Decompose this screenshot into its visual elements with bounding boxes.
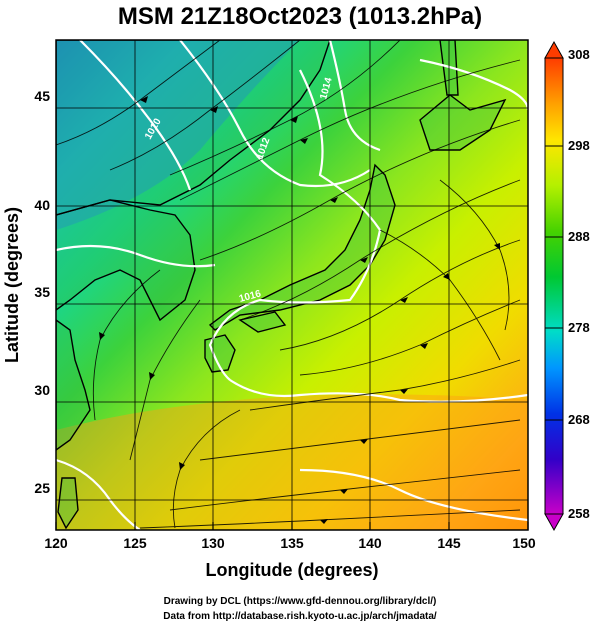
colorbar-label: 278 [568, 320, 590, 335]
colorbar: 308 298 288 278 268 258 [544, 40, 590, 532]
arrowhead [300, 138, 308, 144]
isobar [299, 468, 528, 522]
arrowhead [179, 462, 185, 470]
x-tick-marks [55, 522, 529, 530]
x-tick-label: 130 [201, 535, 225, 551]
colorbar-label: 268 [568, 412, 590, 427]
arrowhead [340, 489, 348, 494]
korean-peninsula [56, 199, 196, 322]
isobar [419, 58, 528, 111]
x-tick-label: 135 [280, 535, 304, 551]
coastlines [56, 40, 507, 530]
colorbar-label: 298 [568, 138, 590, 153]
asian-mainland [56, 40, 331, 216]
colorbar-tick-labels: 308 298 288 278 268 258 [568, 47, 590, 521]
colorbar-label: 308 [568, 47, 590, 62]
y-axis-label: Latitude (degrees) [2, 207, 22, 363]
streamline [239, 179, 521, 321]
arrowhead [360, 257, 368, 263]
streamline [179, 59, 521, 201]
y-tick-label: 45 [34, 88, 50, 104]
x-tick-label: 120 [44, 535, 68, 551]
arrowhead [400, 389, 408, 394]
arrowhead [320, 519, 328, 524]
x-tick-label: 140 [358, 535, 382, 551]
isobar [328, 40, 381, 152]
china-coast [56, 319, 91, 451]
x-tick-label: 125 [123, 535, 147, 551]
streamline [299, 299, 521, 376]
pressure-contours [56, 40, 528, 530]
credit-drawing: Drawing by DCL (https://www.gfd-dennou.o… [164, 596, 437, 607]
y-tick-label: 30 [34, 382, 50, 398]
colorbar-ticks [545, 145, 563, 421]
arrowhead [400, 297, 408, 303]
arrowhead [140, 96, 148, 103]
x-tick-label: 150 [512, 535, 536, 551]
colorbar-max-arrow [544, 40, 564, 59]
y-tick-labels: 25 30 35 40 45 [34, 88, 50, 496]
isobar [229, 379, 528, 403]
map-title: MSM 21Z18Oct2023 (1013.2hPa) [118, 3, 482, 30]
arrowhead [360, 439, 368, 444]
x-tick-labels: 120 125 130 135 140 145 150 [44, 535, 536, 551]
stream-arrows [99, 96, 500, 524]
isobar [208, 69, 382, 381]
streamline [199, 119, 521, 261]
x-axis-label: Longitude (degrees) [205, 560, 378, 580]
colorbar-label: 258 [568, 506, 590, 521]
arrowhead [330, 197, 338, 203]
arrowhead [420, 343, 428, 349]
colorbar-label: 288 [568, 229, 590, 244]
arrowhead [290, 116, 298, 123]
x-tick-label: 145 [437, 535, 461, 551]
arrowhead [99, 332, 105, 340]
colorbar-gradient [544, 57, 564, 515]
kyushu [204, 334, 236, 373]
shikoku [238, 311, 287, 333]
colorbar-min-arrow [544, 513, 564, 532]
y-tick-label: 35 [34, 284, 50, 300]
arrowhead [149, 372, 155, 380]
taiwan [57, 477, 79, 530]
credit-data: Data from http://database.rish.kyoto-u.a… [163, 611, 437, 622]
arrowhead [494, 243, 500, 250]
isobar [56, 244, 216, 268]
grid-lines [56, 40, 528, 530]
plot-area: 1010 1012 1014 1016 [56, 40, 528, 530]
y-tick-label: 25 [34, 480, 50, 496]
y-tick-label: 40 [34, 197, 50, 213]
arrowhead [443, 273, 450, 280]
